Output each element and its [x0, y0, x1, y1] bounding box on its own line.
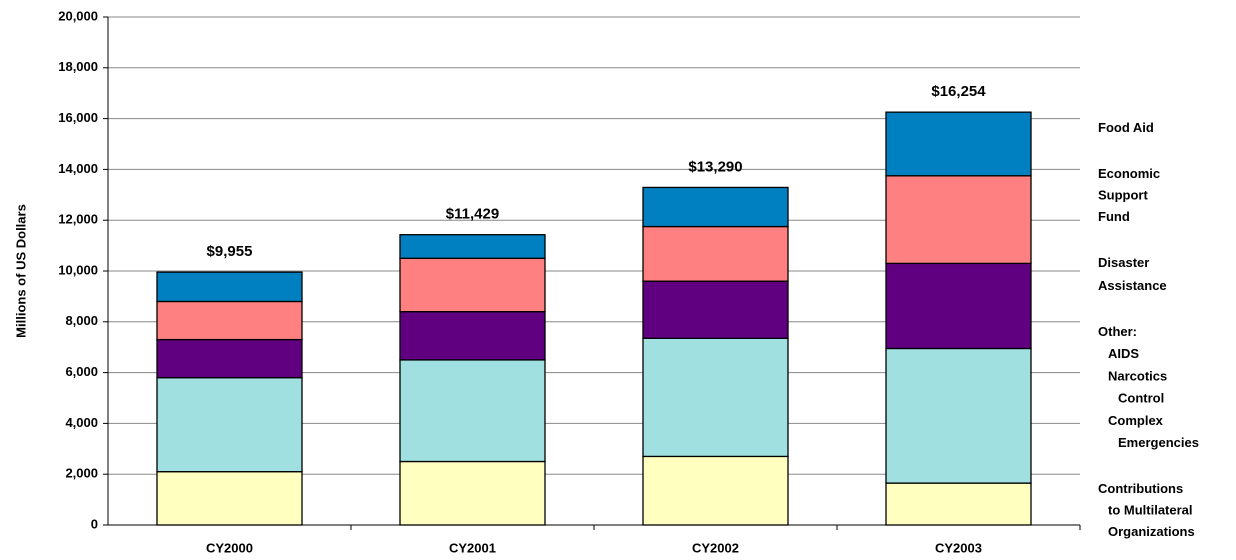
bar-segment	[156, 338, 303, 379]
bar-segment	[885, 175, 1032, 265]
y-tick-label: 8,000	[65, 313, 98, 328]
y-tick-label: 2,000	[65, 466, 98, 481]
bar-segment	[156, 300, 303, 341]
total-label: $13,290	[688, 158, 742, 175]
y-tick-label: 18,000	[58, 59, 98, 74]
legend-line: Other:	[1098, 324, 1137, 339]
bar-segment	[156, 271, 303, 303]
bar-segment	[885, 111, 1032, 177]
bar-segment	[885, 347, 1032, 484]
y-tick-label: 14,000	[58, 161, 98, 176]
legend-line: Organizations	[1108, 524, 1195, 539]
legend-line: Contributions	[1098, 481, 1183, 496]
bar-segment	[642, 186, 789, 228]
legend-line: Complex	[1108, 413, 1164, 428]
x-tick-label: CY2001	[449, 540, 496, 555]
x-tick-label: CY2000	[206, 540, 253, 555]
bar-segment	[642, 455, 789, 526]
total-label: $16,254	[931, 83, 986, 100]
x-tick-label: CY2003	[935, 540, 982, 555]
bar-segment	[399, 257, 546, 313]
bar-segment	[642, 280, 789, 339]
y-tick-label: 20,000	[58, 8, 98, 23]
legend-label: Food Aid	[1098, 120, 1154, 135]
legend-line: Support	[1098, 188, 1148, 203]
y-tick-label: 16,000	[58, 110, 98, 125]
legend-line: Narcotics	[1108, 369, 1167, 384]
bar-segment	[156, 377, 303, 473]
total-label: $9,955	[207, 243, 253, 260]
bar-segment	[399, 234, 546, 259]
y-tick-label: 0	[91, 516, 98, 531]
legend-line: Control	[1118, 391, 1164, 406]
y-tick-label: 10,000	[58, 262, 98, 277]
y-axis-label: Millions of US Dollars	[13, 204, 28, 338]
bar-segment	[885, 482, 1032, 526]
legend-line: to Multilateral	[1108, 503, 1193, 518]
bar-segment	[156, 471, 303, 526]
legend-line: Economic	[1098, 166, 1160, 181]
y-tick-label: 12,000	[58, 212, 98, 227]
y-tick-label: 6,000	[65, 364, 98, 379]
legend-line: Disaster	[1098, 255, 1149, 270]
legend-label: Disaster Assistance	[1098, 255, 1167, 293]
legend-label: Other: AIDS Narcotics Control Complex Emergen…	[1098, 324, 1199, 450]
legend-line: Assistance	[1098, 278, 1167, 293]
total-label: $11,429	[446, 206, 499, 223]
bar-segment	[642, 225, 789, 282]
y-tick-label: 4,000	[65, 415, 98, 430]
bar-segment	[885, 262, 1032, 350]
legend-label: Economic Support Fund	[1098, 166, 1160, 224]
x-tick-label: CY2002	[692, 540, 739, 555]
bar-segment	[399, 359, 546, 463]
legend-label: Contributions to Multilateral Organization…	[1098, 481, 1195, 539]
legend-line: Emergencies	[1118, 435, 1199, 450]
legend-line: AIDS	[1108, 347, 1139, 362]
legend-line: Food Aid	[1098, 120, 1154, 135]
bar-segment	[399, 460, 546, 526]
bar-segment	[399, 310, 546, 361]
legend-line: Fund	[1098, 209, 1130, 224]
bar-segment	[642, 337, 789, 458]
